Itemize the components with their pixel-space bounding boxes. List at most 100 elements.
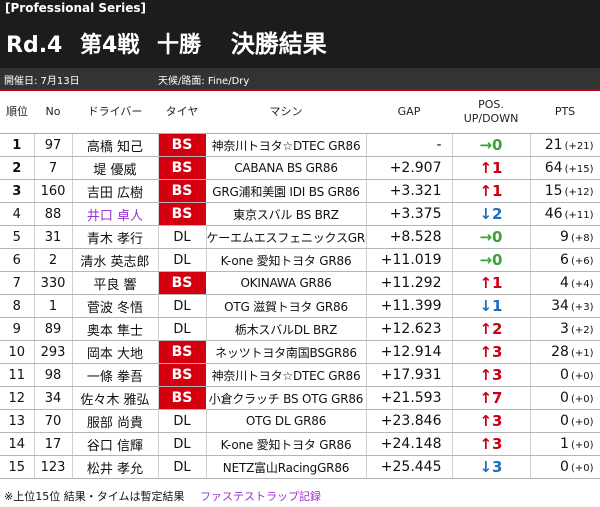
- tire-cell: DL: [158, 317, 207, 341]
- date-text: 開催日: 7月13日: [4, 76, 80, 87]
- updown-cell: →0: [452, 248, 531, 272]
- points-gained: (+0): [570, 394, 594, 405]
- car-number-cell: 98: [34, 363, 73, 387]
- points-gained: (+2): [570, 325, 594, 336]
- updown-cell: ↑3: [452, 432, 531, 456]
- position-cell: 8: [0, 294, 35, 318]
- gap-cell: +11.399: [366, 294, 453, 318]
- car-number-cell: 34: [34, 386, 73, 410]
- gap-cell: +12.914: [366, 340, 453, 364]
- gap-cell: +2.907: [366, 156, 453, 180]
- updown-cell: ↑1: [452, 156, 531, 180]
- driver-cell: 佐々木 雅弘: [72, 386, 159, 410]
- gap-cell: -: [366, 133, 453, 157]
- tire-cell: BS: [158, 363, 207, 387]
- points-cell: 34 (+3): [530, 294, 600, 318]
- updown-cell: ↓2: [452, 202, 531, 226]
- machine-cell: 小倉クラッチ BS OTG GR86: [206, 386, 367, 410]
- updown-cell: →0: [452, 225, 531, 249]
- points-value: 3: [560, 321, 569, 337]
- points-cell: 15 (+12): [530, 179, 600, 203]
- points-value: 64: [544, 160, 563, 176]
- machine-cell: 栃木スバルDL BRZ: [206, 317, 367, 341]
- table-row: 12 34 佐々木 雅弘 BS 小倉クラッチ BS OTG GR86 +21.593 ↑7 0…: [0, 386, 600, 410]
- position-cell: 3: [0, 179, 35, 203]
- fastest-lap-legend: ファステストラップ記録: [200, 490, 321, 503]
- points-gained: (+6): [570, 256, 594, 267]
- tire-cell: BS: [158, 179, 207, 203]
- points-cell: 0 (+0): [530, 363, 600, 387]
- driver-cell: 菅波 冬悟: [72, 294, 159, 318]
- table-row: 9 89 奥本 隼士 DL 栃木スバルDL BRZ +12.623 ↑2 3 (+2): [0, 317, 600, 341]
- machine-cell: 東京スバル BS BRZ: [206, 202, 367, 226]
- points-cell: 6 (+6): [530, 248, 600, 272]
- driver-cell: 平良 響: [72, 271, 159, 295]
- info-bar: 開催日: 7月13日 天候/路面: Fine/Dry: [0, 68, 600, 89]
- position-cell: 6: [0, 248, 35, 272]
- gap-cell: +21.593: [366, 386, 453, 410]
- position-cell: 12: [0, 386, 35, 410]
- tire-cell: DL: [158, 248, 207, 272]
- driver-cell: 堤 優威: [72, 156, 159, 180]
- tire-cell: BS: [158, 156, 207, 180]
- car-number-cell: 2: [34, 248, 73, 272]
- updown-cell: ↑3: [452, 409, 531, 433]
- position-cell: 10: [0, 340, 35, 364]
- gap-cell: +11.019: [366, 248, 453, 272]
- driver-cell: 松井 孝允: [72, 455, 159, 479]
- points-value: 0: [560, 413, 569, 429]
- points-value: 1: [560, 436, 569, 452]
- machine-cell: ネッツトヨタ南国BSGR86: [206, 340, 367, 364]
- series-label: [Professional Series]: [5, 1, 146, 15]
- driver-cell: 一條 拳吾: [72, 363, 159, 387]
- points-cell: 0 (+0): [530, 409, 600, 433]
- points-gained: (+4): [570, 279, 594, 290]
- car-number-cell: 70: [34, 409, 73, 433]
- gap-cell: +8.528: [366, 225, 453, 249]
- car-number-cell: 17: [34, 432, 73, 456]
- tire-cell: BS: [158, 202, 207, 226]
- car-number-cell: 89: [34, 317, 73, 341]
- tire-cell: BS: [158, 133, 207, 157]
- car-number-cell: 31: [34, 225, 73, 249]
- car-number-cell: 88: [34, 202, 73, 226]
- table-row: 13 70 服部 尚貴 DL OTG DL GR86 +23.846 ↑3 0 (+0): [0, 409, 600, 433]
- tire-cell: DL: [158, 455, 207, 479]
- result-label: 決勝結果: [230, 30, 327, 58]
- car-number-cell: 293: [34, 340, 73, 364]
- updown-cell: ↓3: [452, 455, 531, 479]
- driver-cell: 服部 尚貴: [72, 409, 159, 433]
- points-value: 46: [544, 206, 563, 222]
- points-value: 0: [560, 459, 569, 475]
- machine-cell: GRG浦和美園 IDI BS GR86: [206, 179, 367, 203]
- col-header-driver: ドライバー: [72, 91, 158, 134]
- points-cell: 21 (+21): [530, 133, 600, 157]
- car-number-cell: 160: [34, 179, 73, 203]
- position-cell: 7: [0, 271, 35, 295]
- tire-cell: BS: [158, 386, 207, 410]
- points-value: 34: [551, 298, 569, 314]
- results-table: 順位 No ドライバー タイヤ マシン GAP POS. UP/DOWN PTS…: [0, 91, 600, 479]
- col-header-no: No: [34, 91, 72, 134]
- machine-cell: K-one 愛知トヨタ GR86: [206, 248, 367, 272]
- table-row: 10 293 岡本 大地 BS ネッツトヨタ南国BSGR86 +12.914 ↑3 28 (+1…: [0, 340, 600, 364]
- table-row: 15 123 松井 孝允 DL NETZ富山RacingGR86 +25.445 ↓3 0 (+…: [0, 455, 600, 479]
- driver-cell: 青木 孝行: [72, 225, 159, 249]
- position-cell: 5: [0, 225, 35, 249]
- header: [Professional Series] Rd.4 第4戦 十勝 決勝結果: [0, 0, 600, 68]
- points-gained: (+21): [564, 141, 594, 152]
- round-label: Rd.4: [6, 33, 63, 58]
- race-label: 第4戦: [80, 33, 140, 58]
- driver-cell: 岡本 大地: [72, 340, 159, 364]
- points-value: 4: [560, 275, 569, 291]
- gap-cell: +3.375: [366, 202, 453, 226]
- car-number-cell: 97: [34, 133, 73, 157]
- position-cell: 15: [0, 455, 35, 479]
- car-number-cell: 7: [34, 156, 73, 180]
- weather-text: 天候/路面: Fine/Dry: [158, 76, 250, 87]
- position-cell: 4: [0, 202, 35, 226]
- gap-cell: +25.445: [366, 455, 453, 479]
- updown-cell: →0: [452, 133, 531, 157]
- tire-cell: DL: [158, 294, 207, 318]
